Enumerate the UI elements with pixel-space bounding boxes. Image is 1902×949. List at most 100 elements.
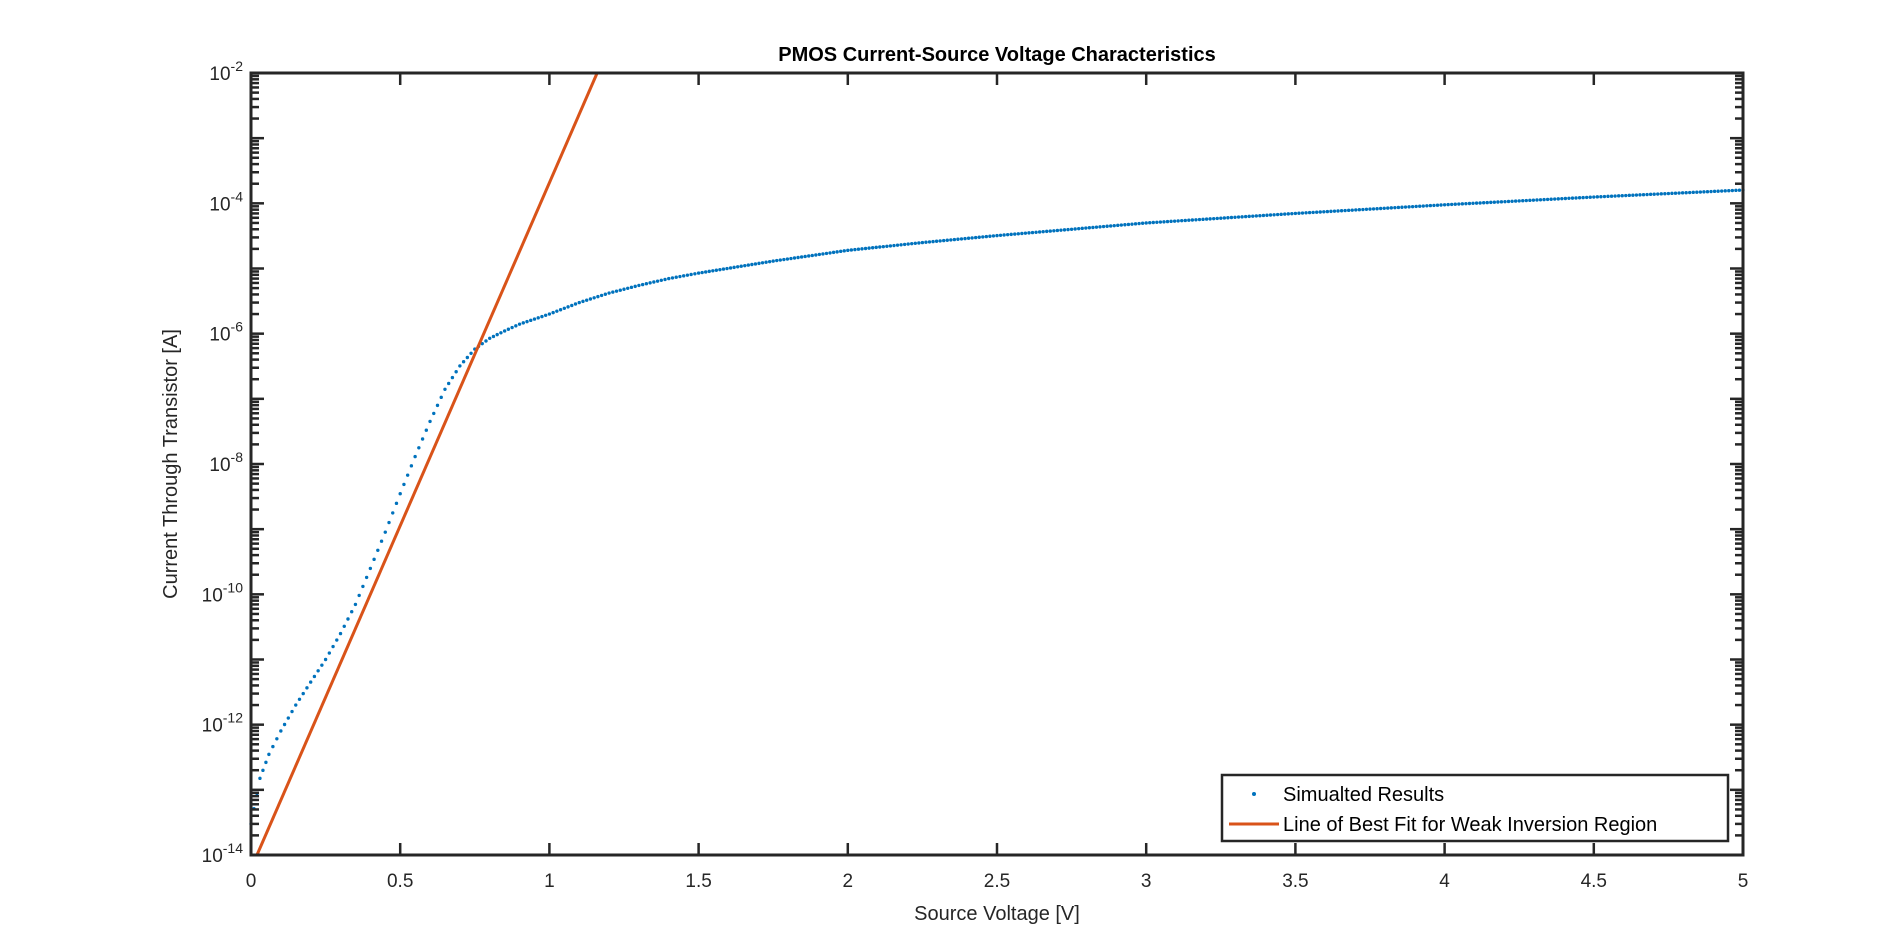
data-point	[807, 254, 811, 258]
data-point	[495, 332, 499, 337]
data-point	[491, 334, 496, 339]
data-point	[1133, 222, 1138, 226]
data-point	[1645, 192, 1649, 197]
data-point	[1233, 215, 1237, 219]
data-point	[991, 234, 996, 238]
data-point	[301, 691, 305, 696]
data-point	[510, 325, 514, 330]
data-point	[1631, 193, 1635, 197]
data-point	[1300, 211, 1305, 215]
data-point	[413, 454, 417, 459]
data-point	[1389, 206, 1394, 210]
data-layer	[249, 72, 1745, 856]
data-point	[1553, 197, 1557, 201]
y-tick-labels: 10-14 10-12 10-10 10-8 10-6 10-4 10-2	[202, 58, 244, 867]
y-tick-label: 10-8	[209, 449, 243, 476]
data-point	[685, 273, 690, 277]
data-point	[502, 329, 507, 333]
data-point	[1112, 223, 1116, 228]
data-point	[810, 253, 814, 258]
data-point	[856, 247, 861, 251]
data-point	[1009, 232, 1013, 237]
data-point	[484, 339, 488, 343]
data-point	[1563, 196, 1568, 201]
y-tick-label: 10-4	[209, 188, 243, 215]
data-point	[1581, 195, 1585, 200]
data-point	[910, 241, 914, 246]
data-point	[1094, 225, 1099, 229]
data-point	[1570, 196, 1575, 200]
data-point	[1492, 200, 1497, 204]
data-point	[1503, 199, 1507, 204]
data-point	[1606, 194, 1610, 199]
data-point	[1712, 189, 1717, 194]
data-point	[350, 610, 354, 614]
data-point	[1187, 218, 1191, 222]
data-point	[693, 272, 697, 276]
data-point	[1457, 202, 1461, 206]
data-point	[1386, 206, 1390, 210]
data-point	[998, 233, 1003, 237]
data-point	[290, 709, 294, 714]
data-point	[1013, 232, 1017, 236]
data-point	[1542, 197, 1546, 202]
data-point	[376, 548, 380, 552]
data-point	[1609, 194, 1614, 198]
data-point	[1315, 210, 1319, 214]
data-point	[1329, 209, 1333, 214]
data-point	[1027, 231, 1031, 235]
data-point	[454, 370, 458, 374]
data-point	[1481, 201, 1486, 205]
data-point	[1339, 209, 1344, 213]
data-point	[1702, 190, 1706, 194]
data-point	[1201, 217, 1205, 222]
data-point	[1620, 193, 1624, 198]
data-point	[1069, 227, 1074, 231]
data-point	[924, 240, 928, 244]
data-point	[764, 260, 768, 264]
data-point	[1030, 230, 1035, 235]
data-point	[863, 246, 868, 251]
data-point	[1705, 189, 1710, 194]
data-point	[566, 305, 570, 309]
data-point	[435, 403, 440, 408]
data-point	[1197, 217, 1202, 222]
data-point	[966, 236, 971, 240]
x-tick-label: 3.5	[1282, 871, 1308, 892]
data-point	[372, 557, 376, 562]
data-point	[1535, 198, 1539, 202]
x-tick-label: 2	[843, 871, 854, 892]
legend-label-simulated: Simualted Results	[1283, 784, 1444, 806]
data-point	[739, 264, 743, 268]
data-point	[432, 411, 436, 416]
data-point	[860, 247, 864, 251]
data-point	[1450, 202, 1454, 207]
data-point	[743, 263, 747, 268]
data-point	[1080, 226, 1084, 231]
data-point	[1151, 220, 1156, 225]
data-point	[927, 240, 932, 244]
data-point	[368, 566, 373, 571]
data-point	[1467, 201, 1472, 206]
data-point	[1524, 198, 1529, 203]
data-point	[1432, 203, 1436, 208]
data-point	[622, 287, 626, 291]
data-point	[1020, 231, 1024, 236]
data-point	[637, 283, 641, 288]
data-point	[1066, 227, 1070, 232]
data-point	[839, 249, 843, 254]
data-point	[725, 266, 729, 271]
data-point	[767, 259, 772, 264]
data-point	[681, 274, 686, 278]
data-point	[1688, 190, 1692, 195]
data-point	[536, 316, 540, 320]
data-point	[1016, 232, 1021, 236]
data-point	[1585, 195, 1589, 200]
data-point	[814, 253, 818, 257]
data-point	[931, 239, 935, 244]
data-point	[1737, 188, 1742, 192]
data-point	[1538, 198, 1543, 202]
data-point	[1460, 202, 1465, 206]
data-point	[970, 236, 974, 240]
data-point	[1499, 200, 1504, 204]
